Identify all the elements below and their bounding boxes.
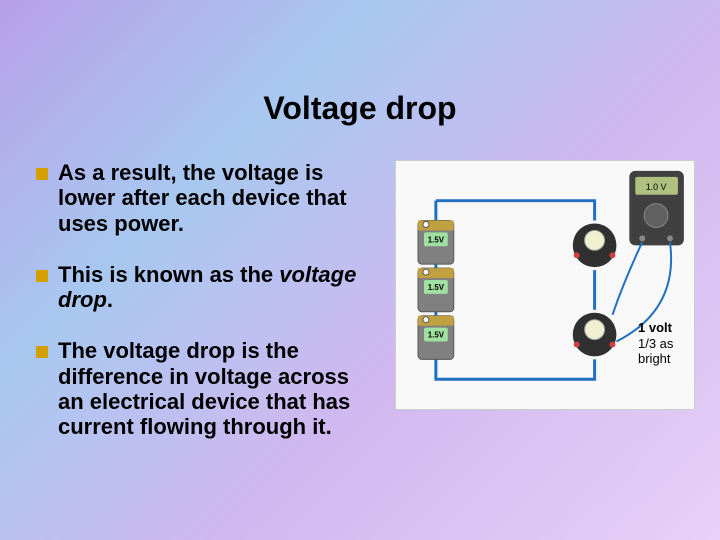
annotation-line: bright bbox=[638, 351, 671, 366]
annotation-bold: 1 volt bbox=[638, 320, 672, 335]
bullet-icon bbox=[36, 270, 48, 282]
bullet-text: This is known as the voltage drop. bbox=[58, 262, 376, 313]
bullet-icon bbox=[36, 346, 48, 358]
bullet-text: As a result, the voltage is lower after … bbox=[58, 160, 376, 236]
slide-title: Voltage drop bbox=[0, 90, 720, 127]
annotation-line: 1/3 as bbox=[638, 336, 673, 351]
bulb bbox=[573, 313, 617, 357]
battery-label: 1.5V bbox=[428, 283, 445, 292]
battery-stack: 1.5V 1.5V 1.5V bbox=[418, 221, 454, 360]
text-prefix: This is known as the bbox=[58, 262, 279, 287]
list-item: The voltage drop is the difference in vo… bbox=[36, 338, 376, 439]
diagram-annotation: 1 volt 1/3 as bright bbox=[638, 320, 673, 367]
list-item: This is known as the voltage drop. bbox=[36, 262, 376, 313]
meter-reading: 1.0 V bbox=[646, 182, 667, 192]
text-suffix: . bbox=[107, 287, 113, 312]
battery-label: 1.5V bbox=[428, 331, 445, 340]
bulb bbox=[573, 223, 617, 267]
battery-label: 1.5V bbox=[428, 235, 445, 244]
bullet-icon bbox=[36, 168, 48, 180]
wire bbox=[436, 201, 595, 380]
circuit-diagram: 1.5V 1.5V 1.5V bbox=[395, 160, 695, 410]
bullet-list: As a result, the voltage is lower after … bbox=[36, 160, 376, 466]
voltmeter: 1.0 V bbox=[612, 171, 683, 342]
list-item: As a result, the voltage is lower after … bbox=[36, 160, 376, 236]
bullet-text: The voltage drop is the difference in vo… bbox=[58, 338, 376, 439]
